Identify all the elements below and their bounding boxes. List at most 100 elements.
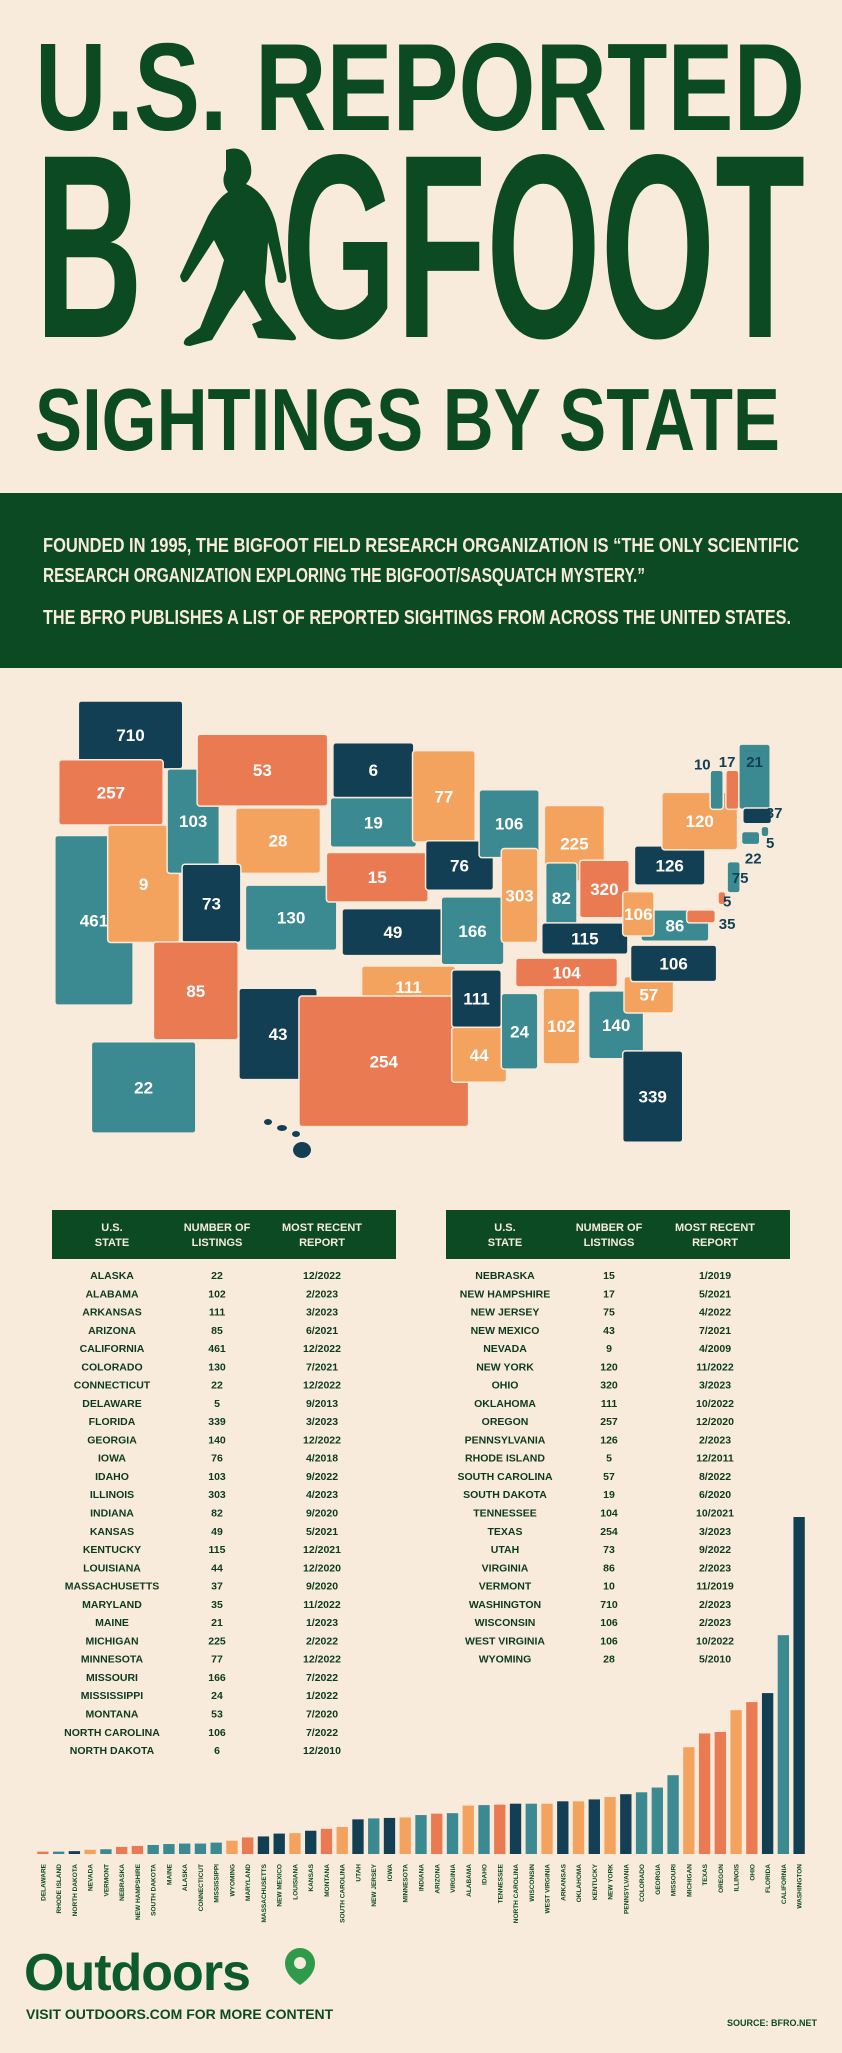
- table-cell: 11/2019: [696, 1581, 734, 1593]
- table-cell: 19: [603, 1489, 615, 1501]
- bar: [131, 1845, 144, 1854]
- table-cell: LOUISIANA: [83, 1562, 141, 1574]
- table-cell: NEW HAMPSHIRE: [460, 1288, 550, 1300]
- state-shape: [90, 1040, 197, 1134]
- table-cell: 7/2021: [306, 1361, 338, 1373]
- table-cell: 4/2023: [306, 1489, 338, 1501]
- bar-label: TENNESSEE: [497, 1863, 504, 1903]
- table-cell: 22: [211, 1270, 223, 1282]
- table-cell: 12/2020: [303, 1562, 341, 1574]
- bar-label: TEXAS: [702, 1863, 709, 1885]
- table-cell: 15: [603, 1270, 615, 1282]
- bar: [525, 1803, 537, 1854]
- table-cell: 7/2022: [306, 1727, 338, 1739]
- table-cell: ARIZONA: [88, 1325, 136, 1337]
- bar-label: NEVADA: [88, 1864, 95, 1891]
- bar-label: NORTH DAKOTA: [72, 1864, 79, 1917]
- bar: [746, 1702, 758, 1854]
- hawaii-island: [277, 1125, 287, 1131]
- table-cell: MINNESOTA: [81, 1654, 144, 1666]
- state-count: 15: [368, 868, 387, 887]
- table-cell: 24: [211, 1690, 223, 1702]
- table-cell: 5: [606, 1453, 612, 1465]
- table-cell: NORTH DAKOTA: [70, 1745, 155, 1757]
- table-cell: DELAWARE: [82, 1398, 142, 1410]
- state-count: 120: [686, 812, 714, 831]
- bar: [446, 1813, 459, 1854]
- bar: [635, 1792, 648, 1854]
- table-cell: 12/2020: [696, 1416, 734, 1428]
- table-cell: 12/2022: [303, 1380, 341, 1392]
- bar-label: MASSACHUSETTS: [261, 1863, 268, 1922]
- state-count: 53: [253, 761, 272, 780]
- bar: [84, 1849, 96, 1854]
- bar: [478, 1805, 490, 1854]
- table-cell: 6: [214, 1745, 220, 1757]
- state-count: 339: [639, 1088, 667, 1107]
- bar: [509, 1803, 522, 1854]
- table-cell: 5: [214, 1398, 220, 1410]
- column-header: MOST RECENT: [282, 1222, 362, 1234]
- state-count: 166: [458, 922, 486, 941]
- bar-label: PENNSYLVANIA: [623, 1864, 630, 1914]
- bar-label: SOUTH DAKOTA: [151, 1864, 158, 1916]
- logo: Outdoors: [24, 1944, 250, 2002]
- table-cell: TEXAS: [487, 1526, 522, 1538]
- column-header: NUMBER OF: [184, 1222, 251, 1234]
- state-count: 461: [80, 911, 108, 930]
- table-cell: 166: [208, 1672, 226, 1684]
- table-cell: 21: [211, 1617, 223, 1629]
- state-shape: [717, 890, 727, 906]
- bar-label: WYOMING: [229, 1864, 236, 1897]
- bar-label: IDAHO: [482, 1864, 489, 1885]
- table-cell: 28: [603, 1654, 615, 1666]
- bar-label: KANSAS: [308, 1863, 315, 1891]
- state-count: 6: [369, 761, 378, 780]
- state-shape: [196, 733, 329, 807]
- bar-label: DELAWARE: [40, 1863, 47, 1901]
- state-count: 102: [547, 1017, 575, 1036]
- table-cell: MISSISSIPPI: [81, 1690, 144, 1702]
- cta: VISIT OUTDOORS.COM FOR MORE CONTENT: [26, 2006, 334, 2022]
- table-cell: KANSAS: [90, 1526, 134, 1538]
- table-cell: 7/2022: [306, 1672, 338, 1684]
- table-cell: 225: [208, 1635, 226, 1647]
- table-cell: RHODE ISLAND: [465, 1453, 545, 1465]
- table-cell: WISCONSIN: [475, 1617, 536, 1629]
- state-count: 82: [552, 889, 571, 908]
- table-cell: 9/2022: [306, 1471, 338, 1483]
- table-cell: 461: [208, 1343, 226, 1355]
- table-cell: 126: [600, 1434, 618, 1446]
- table-cell: INDIANA: [90, 1508, 134, 1520]
- state-shape: [424, 839, 495, 892]
- table-cell: 11/2022: [303, 1599, 341, 1611]
- bar-label: NEBRASKA: [119, 1864, 126, 1901]
- bar-chart: DELAWARE RHODE ISLAND NORTH DAKOTA NEVADA VE…: [37, 1517, 805, 1923]
- table-cell: 4/2018: [306, 1453, 338, 1465]
- state-shape: [740, 830, 761, 846]
- table-cell: MASSACHUSETTS: [65, 1581, 160, 1593]
- bar-label: ALASKA: [182, 1864, 189, 1891]
- bigfoot-silhouette: [180, 148, 296, 346]
- table-cell: 2/2022: [306, 1635, 338, 1647]
- table-cell: ARKANSAS: [82, 1307, 142, 1319]
- table-cell: MONTANA: [86, 1708, 139, 1720]
- state-count: 44: [470, 1046, 489, 1065]
- hawaii-island: [264, 1119, 272, 1125]
- table-cell: NEVADA: [483, 1343, 527, 1355]
- table-cell: 43: [603, 1325, 615, 1337]
- bar: [305, 1830, 317, 1854]
- column-header: U.S.: [101, 1222, 122, 1234]
- state-shape: [726, 860, 741, 894]
- state-shape: [621, 890, 655, 937]
- bar: [37, 1851, 49, 1854]
- table-cell: CALIFORNIA: [80, 1343, 145, 1355]
- table-cell: 2/2023: [699, 1599, 731, 1611]
- table-cell: 11/2022: [696, 1361, 734, 1373]
- state-shape: [541, 922, 629, 956]
- bar: [320, 1828, 333, 1854]
- table-cell: 10/2022: [696, 1635, 734, 1647]
- bar-label: NEW YORK: [608, 1864, 615, 1900]
- table-cell: KENTUCKY: [83, 1544, 141, 1556]
